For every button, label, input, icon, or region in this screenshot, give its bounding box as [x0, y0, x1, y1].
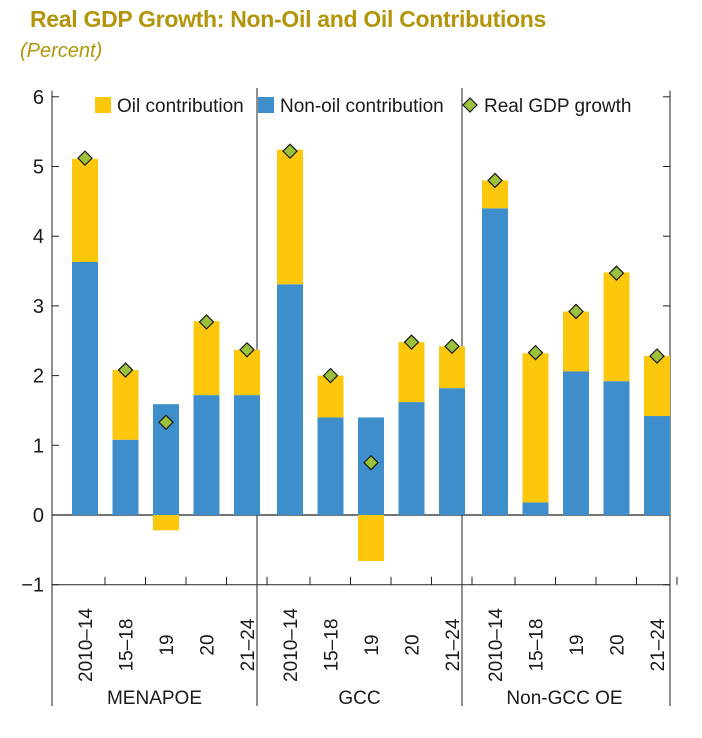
- xtick-label: 15–18: [527, 619, 548, 672]
- gdp-markers: [77, 143, 665, 471]
- bar-non-oil: [277, 284, 303, 515]
- gdp-marker: [158, 414, 174, 431]
- ytick-label: 6: [33, 87, 44, 109]
- bar-non-oil: [439, 388, 465, 515]
- bar-non-oil: [317, 417, 344, 515]
- xtick-label: 2010–14: [76, 608, 97, 682]
- gdp-marker: [282, 143, 298, 160]
- gdp-marker: [487, 172, 503, 189]
- xtick-label: 21–24: [238, 618, 259, 671]
- gdp-marker: [77, 150, 93, 166]
- group-label: GCC: [338, 688, 380, 709]
- xtick-label: 19: [567, 634, 588, 655]
- legend-swatch: [462, 97, 478, 113]
- bar-oil: [603, 272, 630, 382]
- legend-swatch: [95, 97, 111, 113]
- bar-non-oil: [193, 395, 220, 515]
- ytick-label: 1: [33, 435, 44, 457]
- xtick-label: 19: [157, 634, 178, 655]
- bar-non-oil: [482, 208, 508, 515]
- xtick-label: 20: [198, 634, 219, 655]
- bar-non-oil: [112, 439, 139, 515]
- legend-label: Non-oil contribution: [280, 96, 444, 117]
- xtick-label: 2010–14: [281, 608, 302, 682]
- gdp-marker: [239, 341, 255, 358]
- bar-non-oil: [644, 416, 670, 515]
- xtick-label: 20: [403, 634, 424, 655]
- xtick-label: 20: [608, 634, 629, 655]
- group-label: MENAPOE: [107, 688, 202, 709]
- gdp-marker: [198, 314, 215, 330]
- group-label: Non-GCC OE: [506, 688, 622, 709]
- gdp-marker: [363, 454, 379, 471]
- chart-subtitle: (Percent): [20, 40, 103, 62]
- legend-label: Real GDP growth: [484, 96, 632, 117]
- xtick-label: 21–24: [443, 618, 464, 671]
- xtick-label: 19: [362, 634, 383, 655]
- xtick-label: 15–18: [322, 619, 343, 672]
- gdp-marker: [608, 265, 625, 281]
- ytick-label: 3: [33, 296, 44, 318]
- legend-label: Oil contribution: [117, 96, 244, 117]
- bar-non-oil: [398, 402, 425, 515]
- bar-oil: [522, 353, 549, 503]
- bars: [72, 149, 670, 562]
- legend: Oil contribution Non-oil contribution Real…: [95, 96, 632, 117]
- bar-oil: [398, 342, 425, 403]
- bar-oil: [72, 158, 98, 262]
- bar-oil: [112, 370, 139, 440]
- gdp-marker: [403, 334, 420, 350]
- gdp-marker: [117, 362, 134, 378]
- xtick-label: 2010–14: [486, 608, 507, 682]
- bar-oil: [644, 356, 670, 417]
- gdp-marker: [649, 348, 665, 364]
- chart-title: Real GDP Growth: Non-Oil and Oil Contrib…: [30, 6, 547, 32]
- bar-oil: [193, 321, 220, 396]
- gdp-marker: [527, 344, 544, 361]
- bar-non-oil: [522, 502, 549, 515]
- bar-non-oil: [563, 371, 589, 515]
- ytick-label: 2: [33, 366, 44, 388]
- xtick-label: 21–24: [648, 618, 669, 671]
- bar-non-oil: [72, 261, 98, 515]
- bar-oil: [563, 311, 589, 372]
- bar-oil: [277, 149, 303, 285]
- bar-oil: [358, 515, 384, 562]
- bar-oil: [153, 515, 179, 531]
- gdp-marker: [322, 367, 339, 384]
- ytick-label: −1: [21, 575, 44, 597]
- gdp-marker: [568, 303, 584, 320]
- ytick-label: 4: [33, 226, 44, 248]
- ytick-label: 5: [33, 157, 44, 179]
- gdp-marker: [444, 338, 460, 355]
- xtick-label: 15–18: [117, 619, 138, 672]
- bar-non-oil: [234, 395, 260, 515]
- bar-non-oil: [603, 381, 630, 515]
- legend-swatch: [258, 97, 274, 113]
- ytick-label: 0: [33, 505, 44, 527]
